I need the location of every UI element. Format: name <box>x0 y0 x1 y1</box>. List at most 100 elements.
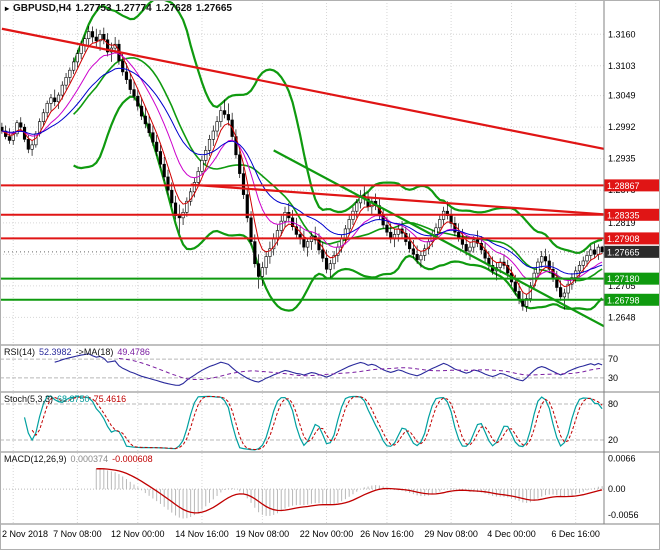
candle-body <box>249 217 253 242</box>
candle-body <box>207 139 212 151</box>
candle-body <box>173 202 178 216</box>
ohlc-high: 1.27774 <box>115 3 152 14</box>
candle-body <box>7 136 12 141</box>
candle-body <box>472 239 476 248</box>
candle-body <box>321 249 325 259</box>
time-axis-label: 2 Nov 2018 <box>2 529 48 539</box>
candle-body <box>419 255 423 261</box>
candle-body <box>68 69 72 78</box>
candle-body <box>517 291 521 300</box>
candle-body <box>139 105 144 117</box>
candle-body <box>600 246 604 253</box>
candle-body <box>211 130 215 140</box>
candle-body <box>464 244 468 252</box>
price-axis-tick: 1.2648 <box>608 312 636 322</box>
resistance-price-box <box>604 232 659 245</box>
candle-body <box>53 97 57 103</box>
candle-body <box>155 141 159 152</box>
price-axis-tick: 1.2935 <box>608 154 636 164</box>
candle-body <box>219 110 223 122</box>
price-axis-tick: 1.2819 <box>608 218 636 228</box>
resistance-trendline[interactable] <box>1 27 606 151</box>
macd-axis-label: 0.0066 <box>608 454 636 464</box>
candle-body <box>294 226 298 235</box>
candle-body <box>204 150 208 161</box>
candle-body <box>124 71 129 80</box>
candle-body <box>60 84 64 96</box>
resistance-price-label: 1.28335 <box>607 210 640 220</box>
candle-body <box>94 36 98 42</box>
macd-axis-label: -0.0056 <box>608 510 639 520</box>
time-axis-label: 12 Nov 00:00 <box>111 529 165 539</box>
stoch-value: 68.8750 <box>57 394 90 404</box>
candle-body <box>570 277 574 285</box>
candle-body <box>136 95 140 107</box>
candle-body <box>72 61 76 71</box>
candle-body <box>177 215 181 219</box>
moving-average-line <box>1 67 603 275</box>
time-axis-label: 7 Nov 08:00 <box>53 529 102 539</box>
resistance-trendline[interactable] <box>190 183 606 216</box>
candle-body <box>253 241 257 265</box>
price-axis-tick: 1.3160 <box>608 29 636 39</box>
candle-body <box>151 132 155 143</box>
grid-layer <box>0 0 604 524</box>
time-axis-label: 6 Dec 16:00 <box>551 529 600 539</box>
candle-body <box>87 31 91 40</box>
candle-body <box>147 123 151 133</box>
candle-body <box>438 219 442 229</box>
price-axis-tick: 1.2992 <box>608 122 636 132</box>
candle-body <box>283 212 287 222</box>
moving-average-line <box>1 39 603 295</box>
support-price-label: 1.26798 <box>607 295 640 305</box>
resistance-price-box <box>604 208 659 221</box>
rsi-layer <box>0 353 604 386</box>
stoch-main-line <box>23 395 603 451</box>
candle-body <box>128 79 132 90</box>
macd-layer <box>0 468 604 519</box>
rsi-indicator-label: RSI(14) 52.3982 ->MA(18) 49.4786 <box>4 347 154 357</box>
candle-body <box>506 265 510 274</box>
candle-body <box>596 246 600 255</box>
stoch-signal-value: 75.4616 <box>93 394 127 404</box>
candle-body <box>585 255 589 262</box>
candle-body <box>279 220 283 231</box>
candle-body <box>26 139 30 150</box>
candle-body <box>306 241 310 248</box>
support-price-box <box>604 293 659 306</box>
time-axis-label: 26 Nov 16:00 <box>360 529 414 539</box>
candle-body <box>268 248 272 257</box>
current-price-box <box>604 245 659 258</box>
support-price-box <box>604 272 659 285</box>
macd-name: MACD(12,26,9) <box>4 454 67 464</box>
candle-body <box>102 33 106 41</box>
candle-body <box>324 257 329 270</box>
candle-body <box>170 189 174 204</box>
time-axis-label: 14 Nov 16:00 <box>175 529 229 539</box>
candle-body <box>106 39 110 53</box>
candle-body <box>245 194 249 219</box>
ohlc-close: 1.27665 <box>195 3 232 14</box>
symbol-timeframe: GBPUSD,H4 <box>13 3 72 14</box>
candle-body <box>200 160 204 172</box>
macd-signal-value: -0.000608 <box>112 454 153 464</box>
candle-body <box>56 94 61 103</box>
candle-body <box>30 144 34 150</box>
candle-body <box>453 223 457 233</box>
candle-body <box>19 122 23 128</box>
ohlc-low: 1.27628 <box>155 3 192 14</box>
bollinger-middle-line <box>73 57 603 282</box>
candle-body <box>355 202 359 212</box>
macd-value: 0.000374 <box>70 454 109 464</box>
stoch-level-label: 20 <box>608 435 618 445</box>
candle-body <box>566 283 570 294</box>
candle-body <box>45 103 49 114</box>
candle-body <box>577 265 582 272</box>
stochastic-indicator-label: Stoch(5,3,3) 68.8750 75.4616 <box>4 394 130 404</box>
candle-body <box>98 33 102 42</box>
macd-indicator-label: MACD(12,26,9) 0.000374 -0.000608 <box>4 454 157 464</box>
candle-body <box>559 287 563 298</box>
candle-body <box>468 246 472 252</box>
